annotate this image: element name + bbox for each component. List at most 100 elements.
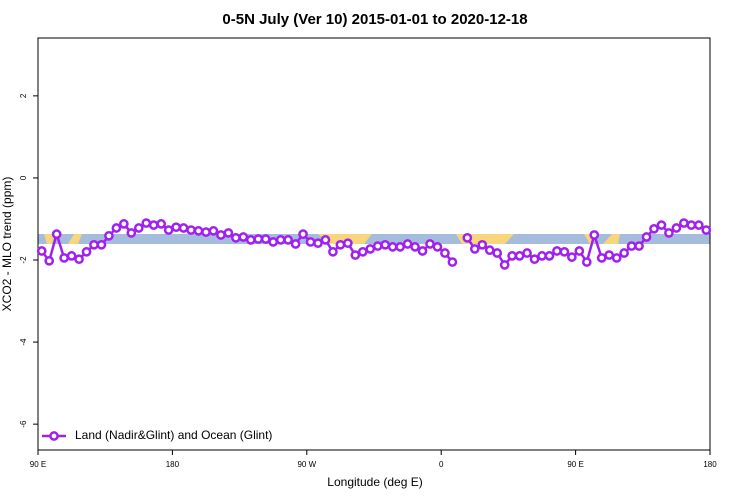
data-point (671, 223, 682, 233)
chart-title: 0-5N July (Ver 10) 2015-01-01 to 2020-12… (222, 11, 527, 28)
data-point (163, 225, 174, 235)
data-point (335, 239, 346, 250)
data-point (567, 252, 577, 262)
data-point (447, 257, 458, 267)
y-tick-label: -2 (19, 256, 28, 264)
land-band (44, 234, 55, 244)
data-point (59, 253, 69, 263)
data-point (387, 242, 398, 252)
data-point (305, 237, 316, 247)
y-tick-label: 2 (19, 93, 28, 98)
data-point (611, 253, 622, 263)
x-tick-label: 180 (166, 460, 180, 469)
data-point (245, 235, 256, 245)
data-point (514, 251, 525, 261)
data-point (469, 244, 480, 254)
y-axis-label: XCO2 - MLO trend (ppm) (0, 177, 14, 312)
data-point (581, 257, 592, 267)
data-point (51, 229, 62, 240)
data-point (596, 253, 607, 263)
data-point (290, 239, 301, 249)
data-point (156, 219, 167, 229)
y-tick-label: 0 (19, 175, 28, 180)
data-point (275, 235, 286, 245)
land-band (318, 234, 372, 244)
data-point (477, 239, 488, 250)
data-point (604, 250, 615, 260)
data-point (89, 239, 99, 250)
data-point (574, 246, 585, 256)
data-point (529, 254, 540, 265)
data-point (104, 230, 114, 241)
data-point (425, 239, 435, 249)
data-point (686, 220, 697, 230)
ocean-band (38, 234, 710, 244)
data-point (328, 246, 338, 257)
data-point (313, 238, 323, 249)
x-tick-label: 180 (703, 460, 717, 469)
y-tick-label: -6 (19, 420, 28, 428)
data-point (365, 244, 376, 254)
data-point (552, 246, 562, 256)
data-point (193, 226, 204, 236)
land-band (603, 234, 620, 244)
data-point (208, 226, 219, 236)
data-point (111, 223, 122, 233)
data-point (619, 248, 629, 258)
data-point (589, 230, 600, 240)
plot-frame (37, 37, 711, 451)
data-point (440, 248, 450, 258)
data-point (74, 254, 84, 265)
x-tick-label: 0 (439, 460, 444, 469)
data-point (223, 228, 234, 238)
data-point (350, 250, 361, 260)
data-point (238, 232, 249, 242)
data-point (626, 241, 637, 251)
data-point (410, 242, 420, 252)
data-point (693, 220, 704, 230)
land-band (68, 234, 82, 244)
data-point (126, 228, 137, 238)
data-point (36, 246, 47, 256)
data-point (268, 237, 279, 247)
data-point (260, 234, 271, 244)
x-axis-label: Longitude (deg E) (327, 475, 422, 489)
data-point (320, 235, 331, 245)
data-point (66, 251, 77, 261)
data-point (395, 242, 405, 252)
data-point (522, 248, 532, 258)
data-point (231, 232, 241, 243)
data-point (656, 220, 667, 230)
data-point (141, 218, 152, 228)
y-tick-label: -4 (19, 338, 28, 346)
data-point (283, 235, 293, 245)
data-point (559, 246, 570, 257)
data-point (372, 241, 383, 251)
data-point (492, 248, 503, 258)
data-point (380, 239, 391, 250)
data-point (186, 225, 196, 235)
x-tick-label: 90 W (297, 460, 316, 469)
data-point (216, 230, 226, 240)
data-point (178, 223, 189, 233)
data-point (484, 245, 495, 256)
legend-marker (49, 431, 59, 441)
data-point (343, 238, 353, 249)
data-point (701, 225, 712, 235)
x-tick-label: 90 E (30, 460, 46, 469)
data-point (357, 246, 368, 257)
data-point (298, 229, 308, 240)
data-point (634, 241, 644, 251)
x-tick-label: 90 E (567, 460, 583, 469)
data-point (432, 242, 443, 252)
data-point (649, 223, 659, 234)
data-point (417, 246, 428, 256)
data-point (402, 239, 413, 249)
data-point (201, 227, 211, 237)
data-point (119, 219, 129, 229)
data-point (544, 251, 555, 261)
data-point (253, 234, 264, 244)
data-point (507, 251, 517, 261)
data-point (537, 251, 547, 261)
